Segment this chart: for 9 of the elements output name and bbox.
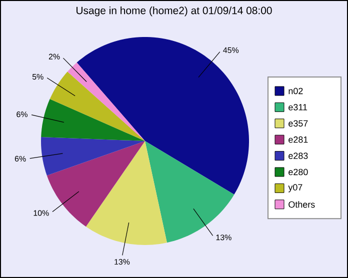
legend-label: e283	[288, 152, 308, 159]
legend-label: n02	[288, 88, 303, 94]
legend-label: y07	[288, 184, 302, 192]
legend-label: Others	[288, 201, 315, 208]
legend-label: e281	[288, 136, 308, 143]
legend-label: e357	[288, 120, 308, 127]
legend-label: e311	[288, 104, 308, 110]
chart-title: Usage in home (home2) at 01/09/14 08:00	[76, 6, 272, 16]
legend-label: e280	[288, 168, 308, 176]
